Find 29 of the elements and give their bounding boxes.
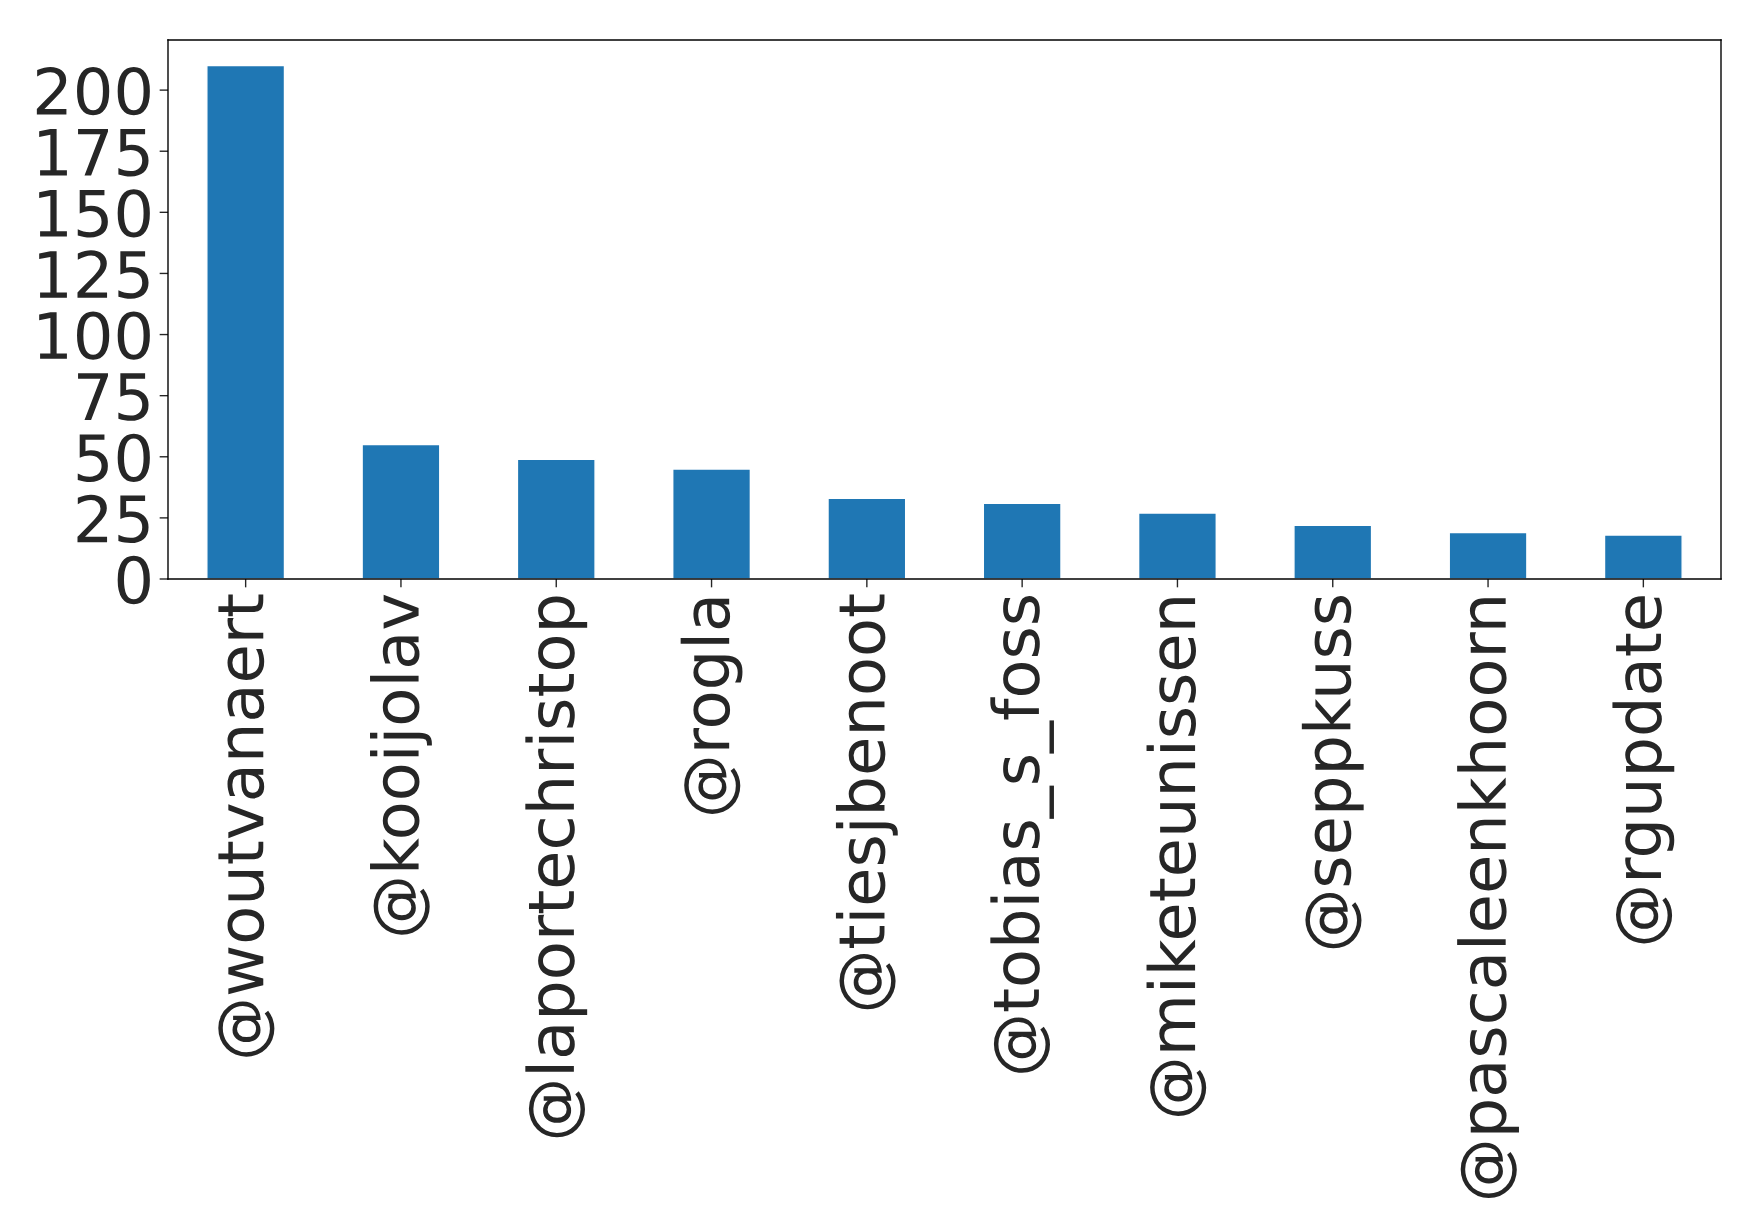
x-tick-label: @miketeunissen: [1146, 598, 1207, 1116]
bar: [1448, 531, 1528, 579]
x-tick-label: @pascaleenkhoorn: [1457, 598, 1519, 1199]
y-tick-label: 150: [39, 189, 150, 238]
x-tick-label: @woutvanaert: [218, 594, 275, 1057]
x-tick-label: @rgupdate: [1612, 596, 1675, 944]
y-tick-label: 175: [39, 128, 149, 177]
x-tick-label: @kooijolav: [370, 594, 432, 935]
y-tick-label: 50: [77, 433, 150, 482]
bar: [1603, 534, 1683, 579]
bar: [516, 458, 596, 579]
x-tick-label: @seppkuss: [1301, 596, 1364, 949]
bar: [1293, 524, 1373, 579]
bar: [982, 502, 1062, 579]
y-tick-label: 25: [77, 494, 149, 544]
bar: [206, 64, 286, 579]
x-tick-label: @rogla: [680, 598, 743, 814]
x-tick-label: @tiesjbenoot: [835, 594, 898, 1010]
x-tick-label: @tobias_s_foss: [990, 596, 1054, 1073]
y-tick-label: 75: [78, 373, 149, 421]
y-tick-label: 0: [117, 555, 150, 605]
bar: [827, 497, 907, 579]
y-tick-label: 125: [39, 250, 149, 299]
y-tick-label: 100: [39, 311, 150, 360]
bar: [361, 443, 441, 579]
bar: [1137, 512, 1217, 579]
x-tick-label: @laportechristop: [525, 596, 588, 1138]
y-tick-label: 200: [36, 66, 150, 116]
bar: [672, 468, 752, 579]
